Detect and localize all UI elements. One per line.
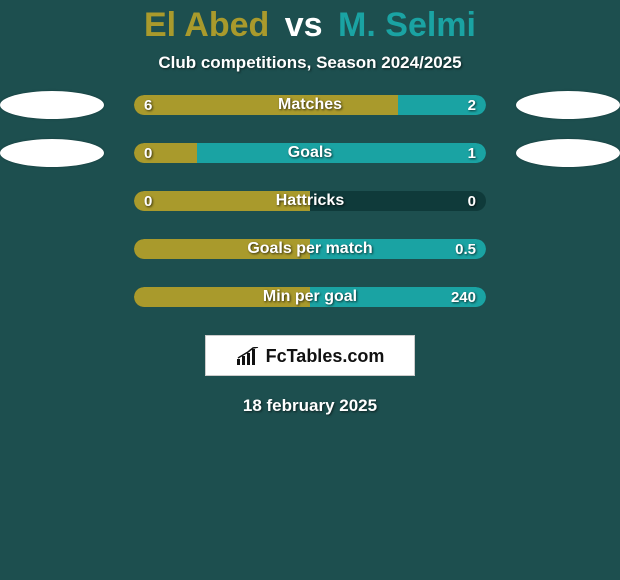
comparison-card: El Abed vs M. Selmi Club competitions, S…: [0, 0, 620, 580]
player1-fill: [134, 95, 398, 115]
title-player2: M. Selmi: [338, 6, 476, 44]
player2-value: 2: [468, 95, 476, 115]
stat-row: Matches62: [0, 95, 620, 115]
stat-row: Min per goal240: [0, 287, 620, 307]
player2-value: 1: [468, 143, 476, 163]
stat-row: Goals01: [0, 143, 620, 163]
stat-bar: Matches62: [134, 95, 486, 115]
title-vs: vs: [285, 6, 323, 44]
page-title: El Abed vs M. Selmi: [144, 6, 476, 45]
stat-bar: Hattricks00: [134, 191, 486, 211]
player2-photo: [516, 91, 620, 119]
title-player1: El Abed: [144, 6, 269, 44]
player1-value: 0: [144, 191, 152, 211]
stat-row: Hattricks00: [0, 191, 620, 211]
player2-photo: [516, 139, 620, 167]
player1-value: 0: [144, 143, 152, 163]
player1-value: 6: [144, 95, 152, 115]
player1-fill: [134, 287, 310, 307]
brand-text: FcTables.com: [266, 346, 385, 367]
stat-bar: Goals per match0.5: [134, 239, 486, 259]
player1-fill: [134, 191, 310, 211]
stat-bar: Goals01: [134, 143, 486, 163]
player1-photo: [0, 91, 104, 119]
player1-fill: [134, 239, 310, 259]
brand-chart-icon: [236, 347, 260, 367]
player2-value: 0: [468, 191, 476, 211]
subtitle: Club competitions, Season 2024/2025: [158, 53, 461, 73]
player1-photo: [0, 139, 104, 167]
stat-row: Goals per match0.5: [0, 239, 620, 259]
stat-rows: Matches62Goals01Hattricks00Goals per mat…: [0, 95, 620, 307]
player2-value: 0.5: [455, 239, 476, 259]
player2-fill: [197, 143, 486, 163]
brand-box[interactable]: FcTables.com: [205, 335, 416, 376]
date-text: 18 february 2025: [243, 396, 377, 416]
player2-value: 240: [451, 287, 476, 307]
stat-bar: Min per goal240: [134, 287, 486, 307]
